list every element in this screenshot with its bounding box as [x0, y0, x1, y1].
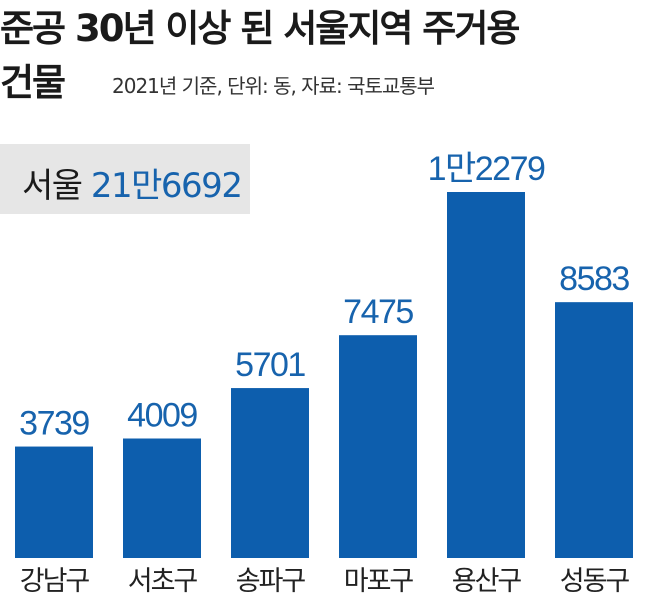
bar-value-label: 1만2279: [428, 150, 545, 188]
total-value: 21만6692: [90, 166, 243, 206]
bar-성동구: [555, 302, 633, 558]
bar-용산구: [447, 192, 525, 558]
bar-송파구: [231, 388, 309, 558]
bar-마포구: [339, 335, 417, 558]
bar-value-label: 5701: [235, 346, 305, 384]
bar-value-label: 8583: [559, 260, 629, 298]
chart-subtitle: 2021년 기준, 단위: 동, 자료: 국토교통부: [112, 74, 435, 98]
category-label: 송파구: [236, 566, 306, 597]
category-label: 마포구: [344, 566, 414, 597]
total-label: 서울: [22, 166, 83, 206]
bar-value-label: 3739: [19, 405, 89, 443]
category-label: 서초구: [128, 566, 198, 597]
bar-value-label: 4009: [127, 397, 197, 435]
chart-title: 준공 30년 이상 된 서울지역 주거용: [0, 2, 520, 56]
chart-title-line1: 준공 30년 이상 된 서울지역 주거용: [0, 7, 520, 50]
bar-value-label: 7475: [343, 293, 413, 331]
bar-강남구: [15, 446, 93, 558]
category-label: 용산구: [452, 566, 522, 597]
category-label: 강남구: [20, 566, 90, 597]
total-summary-box: 서울 21만6692: [0, 144, 250, 214]
bar-서초구: [123, 438, 201, 558]
total-summary: 서울 21만6692: [22, 158, 243, 207]
chart-title-line2: 건물: [0, 61, 66, 104]
category-label: 성동구: [560, 566, 630, 597]
